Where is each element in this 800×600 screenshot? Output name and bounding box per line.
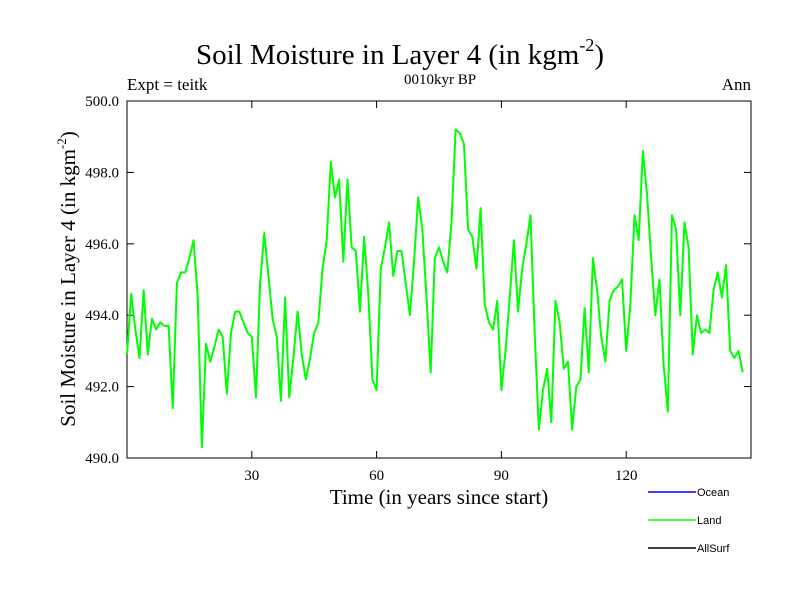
subtitle-center: 0010kyr BP [404, 72, 476, 88]
y-tick-label-490: 490.0 [85, 451, 119, 467]
x-axis-label: Time (in years since start) [330, 485, 549, 509]
chart-title: Soil Moisture in Layer 4 (in kgm-2) [196, 35, 604, 71]
y-axis-ticks: 490.0 492.0 494.0 496.0 498.0 500.0 [85, 94, 751, 467]
y-axis-label-close: ) [56, 131, 80, 138]
legend-label-land: Land [697, 515, 721, 527]
y-tick-label-500: 500.0 [85, 94, 119, 110]
legend: Ocean Land AllSurf [648, 487, 730, 555]
subtitle-right: Ann [722, 75, 752, 94]
x-axis-ticks: 30 60 90 120 [244, 101, 637, 484]
series-line-land [126, 128, 744, 449]
y-tick-label-496: 496.0 [85, 237, 119, 253]
y-tick-label-494: 494.0 [85, 308, 119, 324]
plot-frame [126, 100, 752, 459]
legend-label-ocean: Ocean [697, 487, 729, 499]
x-tick-label-120: 120 [615, 468, 638, 484]
x-tick-label-60: 60 [369, 468, 384, 484]
x-tick-label-90: 90 [494, 468, 509, 484]
y-axis-label: Soil Moisture in Layer 4 (in kgm-2) [54, 131, 80, 426]
chart-title-superscript: -2 [579, 35, 594, 55]
y-tick-label-492: 492.0 [85, 380, 119, 396]
y-tick-label-498: 498.0 [85, 165, 119, 181]
x-tick-label-30: 30 [244, 468, 259, 484]
chart-title-close: ) [594, 39, 604, 71]
legend-label-allsurf: AllSurf [697, 543, 730, 555]
y-axis-label-superscript: -2 [54, 138, 69, 149]
subtitle-left: Expt = teitk [127, 75, 208, 94]
